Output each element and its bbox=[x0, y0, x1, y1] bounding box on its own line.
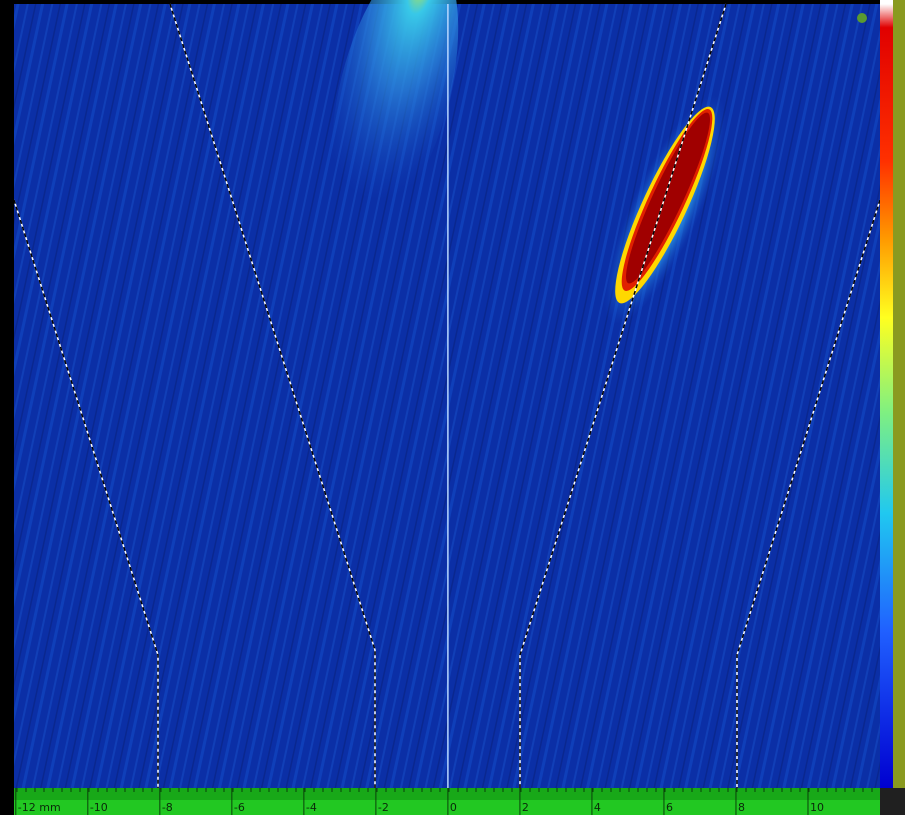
x-tick-label: -4 bbox=[306, 801, 317, 814]
x-tick-label: -6 bbox=[234, 801, 245, 814]
left-border bbox=[0, 0, 14, 815]
status-dot bbox=[857, 13, 867, 23]
indication-upper bbox=[331, 0, 459, 227]
x-tick-label: 10 bbox=[810, 801, 824, 814]
x-tick-label: -8 bbox=[162, 801, 173, 814]
weld-line-dash bbox=[13, 199, 159, 788]
geometry-overlay bbox=[13, 3, 881, 788]
weld-line-dash bbox=[169, 3, 376, 788]
x-tick-label: 4 bbox=[594, 801, 601, 814]
x-tick-label: -2 bbox=[378, 801, 389, 814]
x-tick-label: -12 mm bbox=[18, 801, 61, 814]
x-tick-label: -10 bbox=[90, 801, 108, 814]
corner bbox=[880, 788, 905, 815]
weld-line-dash bbox=[736, 199, 881, 788]
color-scale bbox=[880, 4, 893, 788]
indication-core bbox=[626, 112, 710, 284]
weld-line-dash bbox=[519, 3, 727, 788]
side-ruler bbox=[893, 0, 905, 788]
scan-background bbox=[14, 4, 880, 788]
x-tick-label: 2 bbox=[522, 801, 529, 814]
x-tick-label: 6 bbox=[666, 801, 673, 814]
minor-ticks bbox=[16, 788, 873, 792]
x-ruler-label-band bbox=[14, 800, 880, 815]
x-tick-label: 0 bbox=[450, 801, 457, 814]
color-scale-top bbox=[880, 0, 893, 4]
x-tick-label: 8 bbox=[738, 801, 745, 814]
